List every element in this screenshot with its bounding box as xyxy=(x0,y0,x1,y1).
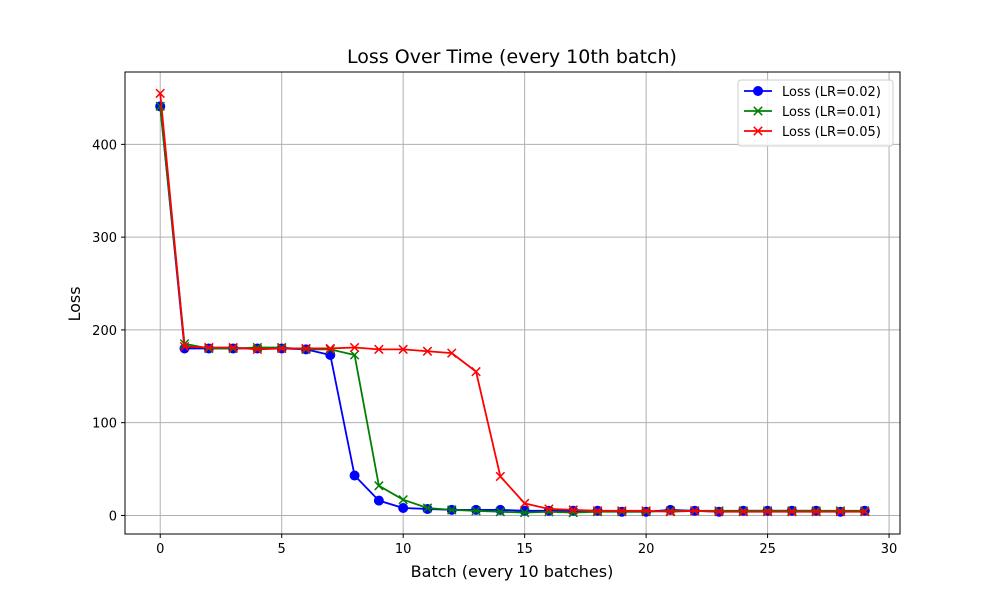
data-point xyxy=(252,342,263,353)
data-point xyxy=(738,507,749,517)
data-point xyxy=(544,504,554,514)
series-line xyxy=(159,106,865,514)
x-tick-label: 0 xyxy=(156,542,164,557)
data-point xyxy=(349,342,360,353)
data-point xyxy=(447,505,457,515)
grid xyxy=(125,72,900,534)
data-point xyxy=(714,507,724,517)
legend-marker xyxy=(753,126,763,136)
x-axis-label: Batch (every 10 batches) xyxy=(411,562,614,581)
data-point xyxy=(398,344,408,355)
data-point xyxy=(204,342,214,353)
data-point xyxy=(519,498,530,509)
data-point xyxy=(228,342,238,353)
x-tick-label: 10 xyxy=(395,542,412,557)
data-point xyxy=(762,507,773,517)
data-point xyxy=(252,344,263,355)
data-point xyxy=(495,507,506,517)
data-point xyxy=(689,506,700,516)
data-point xyxy=(787,507,797,517)
data-point xyxy=(495,504,506,515)
data-point xyxy=(568,505,578,515)
data-point xyxy=(349,470,360,481)
legend-label: Loss (LR=0.02) xyxy=(782,85,881,100)
data-point xyxy=(179,341,190,352)
plot-frame xyxy=(124,71,901,535)
data-point xyxy=(301,343,311,354)
x-tick-label: 15 xyxy=(516,542,533,557)
data-point xyxy=(398,503,409,514)
series-2 xyxy=(155,88,870,517)
series-1 xyxy=(155,101,870,518)
data-point xyxy=(641,506,651,516)
data-point xyxy=(398,494,408,505)
series-0 xyxy=(155,101,870,517)
data-point xyxy=(349,350,360,360)
series-line xyxy=(159,93,865,513)
data-point xyxy=(811,507,821,517)
y-tick-label: 300 xyxy=(92,231,117,246)
data-point xyxy=(155,101,165,112)
legend-marker xyxy=(753,86,763,96)
data-point xyxy=(422,346,433,356)
data-point xyxy=(835,507,846,517)
x-tick-label: 30 xyxy=(881,542,898,557)
legend: Loss (LR=0.02) Loss (LR=0.01) Loss (LR=0.0… xyxy=(737,79,894,147)
data-point xyxy=(325,343,336,354)
data-point xyxy=(422,503,433,513)
data-point xyxy=(276,343,287,354)
series-line xyxy=(159,106,865,513)
legend-box xyxy=(737,79,894,147)
chart-title: Loss Over Time (every 10th batch) xyxy=(347,46,677,68)
data-point xyxy=(617,506,627,516)
data-point xyxy=(373,495,384,506)
data-point xyxy=(471,506,481,516)
data-point xyxy=(447,348,457,358)
legend-label: Loss (LR=0.05) xyxy=(782,125,881,140)
data-point xyxy=(374,344,384,355)
x-tick-label: 5 xyxy=(278,542,286,557)
y-tick-label: 200 xyxy=(92,324,117,339)
data-point xyxy=(519,507,530,518)
data-point xyxy=(860,507,870,517)
data-point xyxy=(325,349,336,360)
x-tick-label: 20 xyxy=(638,542,655,557)
y-tick-label: 400 xyxy=(92,138,117,153)
legend-label: Loss (LR=0.01) xyxy=(782,105,881,120)
data-point xyxy=(155,88,165,99)
y-axis-label: Loss xyxy=(65,286,84,321)
data-point xyxy=(495,471,506,482)
y-tick-label: 0 xyxy=(109,509,117,524)
data-point xyxy=(592,506,603,516)
data-point xyxy=(471,366,481,377)
x-tick-label: 25 xyxy=(759,542,776,557)
y-tick-label: 100 xyxy=(92,417,117,432)
data-point xyxy=(665,507,676,517)
legend-marker xyxy=(753,106,763,116)
data-point xyxy=(519,505,530,516)
series-layer xyxy=(155,88,870,518)
data-point xyxy=(374,481,384,491)
